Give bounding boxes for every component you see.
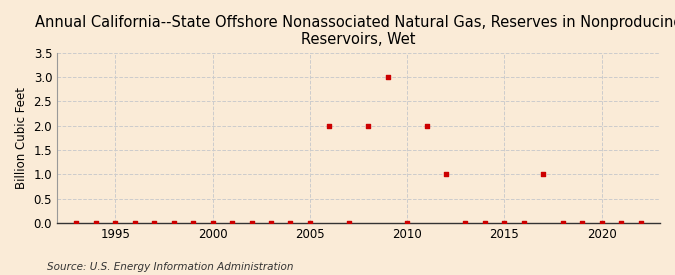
Point xyxy=(518,221,529,225)
Point xyxy=(635,221,646,225)
Point xyxy=(460,221,471,225)
Y-axis label: Billion Cubic Feet: Billion Cubic Feet xyxy=(15,87,28,189)
Point xyxy=(421,123,432,128)
Point xyxy=(441,172,452,177)
Point xyxy=(577,221,588,225)
Point xyxy=(402,221,412,225)
Point xyxy=(246,221,257,225)
Point xyxy=(71,221,82,225)
Point xyxy=(110,221,121,225)
Point xyxy=(479,221,490,225)
Point xyxy=(324,123,335,128)
Point xyxy=(285,221,296,225)
Point xyxy=(227,221,238,225)
Point xyxy=(265,221,276,225)
Point xyxy=(168,221,179,225)
Point xyxy=(616,221,626,225)
Point xyxy=(382,75,393,79)
Point xyxy=(499,221,510,225)
Point xyxy=(188,221,198,225)
Point xyxy=(90,221,101,225)
Point xyxy=(558,221,568,225)
Point xyxy=(363,123,374,128)
Point xyxy=(344,221,354,225)
Title: Annual California--State Offshore Nonassociated Natural Gas, Reserves in Nonprod: Annual California--State Offshore Nonass… xyxy=(34,15,675,47)
Point xyxy=(149,221,160,225)
Point xyxy=(130,221,140,225)
Point xyxy=(207,221,218,225)
Point xyxy=(304,221,315,225)
Text: Source: U.S. Energy Information Administration: Source: U.S. Energy Information Administ… xyxy=(47,262,294,272)
Point xyxy=(538,172,549,177)
Point xyxy=(596,221,607,225)
